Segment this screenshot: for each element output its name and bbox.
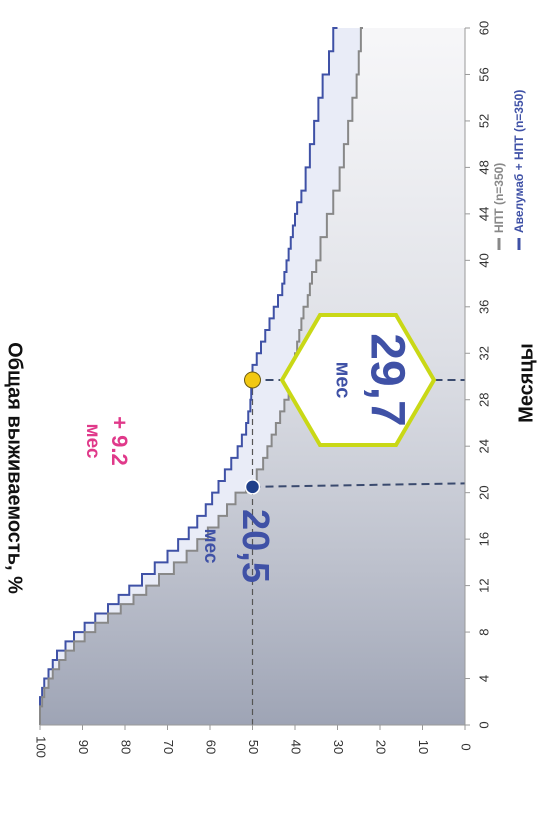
- y-tick-label: 100: [34, 736, 49, 758]
- difference-unit: мес: [82, 424, 103, 459]
- avelumab-median-unit: мес: [332, 362, 354, 399]
- control-median-drop-line: [252, 482, 466, 488]
- y-tick-label: 30: [331, 740, 346, 754]
- hexagon-badge: [279, 313, 437, 447]
- x-tick-label: 32: [476, 346, 491, 360]
- y-tick-label: 70: [161, 740, 176, 754]
- y-axis-title: Общая выживаемость, %: [4, 342, 26, 594]
- x-tick-label: 60: [476, 21, 491, 35]
- gain-band-fill: [40, 28, 363, 725]
- annotations: [244, 371, 261, 495]
- difference-value: + 9.2: [107, 416, 132, 466]
- x-tick-label: 28: [476, 392, 491, 406]
- avelumab-median-marker: [244, 371, 261, 389]
- x-axis-title: Месяцы: [515, 343, 537, 423]
- x-tick-label: 52: [476, 114, 491, 128]
- y-tick-label: 60: [204, 740, 219, 754]
- x-tick-label: 4: [476, 675, 491, 682]
- x-tick-label: 36: [476, 300, 491, 314]
- y-tick-label: 90: [76, 740, 91, 754]
- y-tick-label: 50: [246, 740, 261, 754]
- y-tick-label: 80: [119, 740, 134, 754]
- x-tick-label: 20: [476, 485, 491, 499]
- x-tick-label: 56: [476, 67, 491, 81]
- x-tick-label: 16: [476, 532, 491, 546]
- y-tick-label: 40: [289, 740, 304, 754]
- avelumab-median-value: 29,7: [360, 333, 413, 426]
- x-tick-label: 40: [476, 253, 491, 267]
- y-tick-label: 0: [459, 743, 474, 750]
- control-area-fill: [40, 28, 465, 725]
- control-median-unit: мес: [200, 529, 221, 564]
- x-tick-label: 0: [476, 721, 491, 728]
- x-tick-label: 12: [476, 578, 491, 592]
- series-line-0: [39, 27, 338, 725]
- legend-label-control: НПТ (n=350): [492, 163, 506, 233]
- control-median-marker: [244, 479, 261, 495]
- y-tick-label: 10: [416, 740, 431, 754]
- fill-layer: [40, 28, 465, 725]
- x-tick-label: 24: [476, 439, 491, 453]
- y-tick-label: 20: [374, 740, 389, 754]
- legend: Авелумаб + НПТ (n=350) НПТ (n=350): [492, 90, 526, 250]
- series-lines: [39, 27, 363, 725]
- x-tick-label: 8: [476, 628, 491, 635]
- axes: 0481216202428323640444852566001020304050…: [34, 21, 492, 758]
- median-hexagon: 29,7 мес: [279, 313, 437, 447]
- legend-label-avelumab: Авелумаб + НПТ (n=350): [512, 90, 526, 233]
- control-median-value: 20,5: [234, 509, 276, 583]
- x-tick-label: 44: [476, 207, 491, 221]
- series-line-1: [39, 27, 363, 725]
- x-tick-label: 48: [476, 160, 491, 174]
